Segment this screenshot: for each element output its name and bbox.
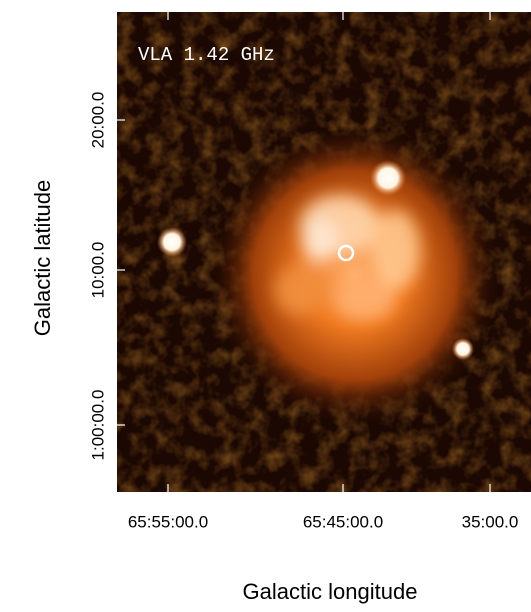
figure: VLA 1.42 GHz 65:55:00.0 65:45:00.0 35:00… bbox=[0, 0, 531, 607]
annotation: VLA 1.42 GHz bbox=[138, 44, 275, 66]
radio-image bbox=[117, 12, 531, 492]
page: {"figure": { "annotation": "VLA 1.42 GHz… bbox=[0, 0, 531, 607]
x-tick-label: 65:55:00.0 bbox=[128, 512, 208, 531]
x-tick-label: 65:45:00.0 bbox=[303, 512, 383, 531]
y-tick-label: 10:00.0 bbox=[88, 242, 107, 299]
x-axis-label: Galactic longitude bbox=[243, 579, 418, 604]
y-tick-label: 1:00:00.0 bbox=[88, 390, 107, 461]
y-tick-label: 20:00.0 bbox=[88, 92, 107, 149]
y-axis-label: Galactic latitude bbox=[30, 180, 55, 337]
x-tick-label: 35:00.0 bbox=[462, 512, 519, 531]
